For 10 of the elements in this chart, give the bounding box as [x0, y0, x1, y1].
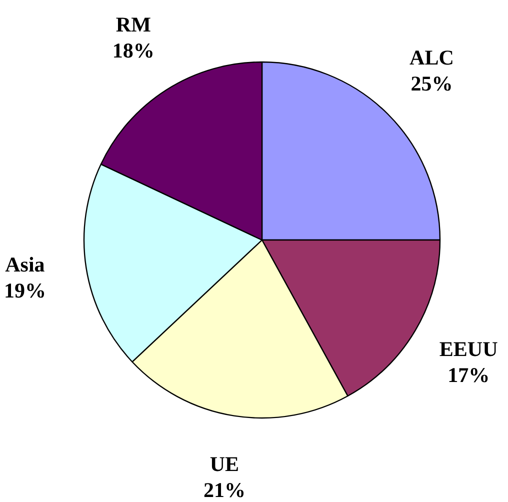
slice-label: Asia — [5, 252, 46, 277]
data-label: 17% — [448, 363, 490, 388]
data-label: 21% — [203, 478, 246, 502]
slice-label: EEUU — [439, 337, 498, 362]
slice-label: UE — [210, 452, 240, 476]
data-label: 25% — [410, 71, 453, 96]
data-label: 19% — [4, 278, 46, 303]
slice-label: RM — [116, 12, 152, 36]
data-label: 18% — [112, 38, 154, 62]
slice-label: ALC — [410, 45, 454, 70]
